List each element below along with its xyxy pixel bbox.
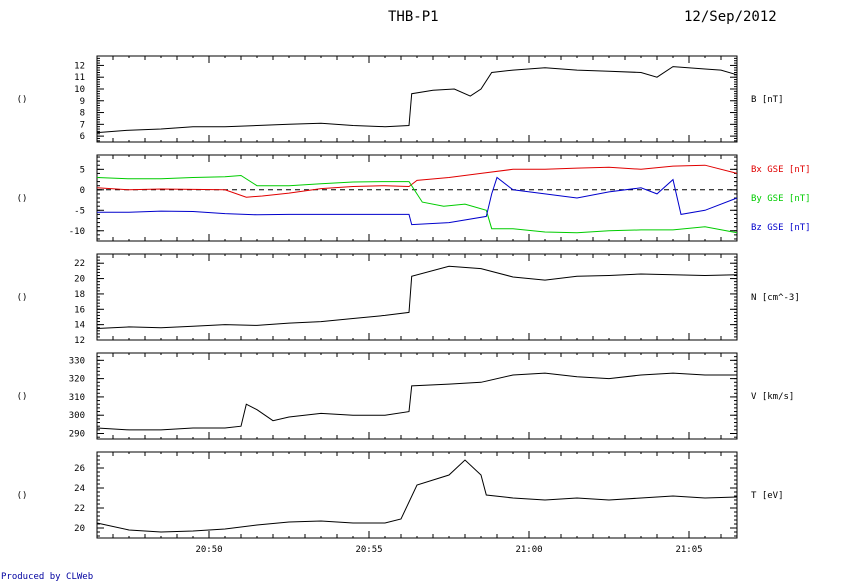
ytick-label: -10 <box>69 227 85 237</box>
series-label: T [eV] <box>751 491 784 501</box>
ytick-label: 300 <box>69 411 85 421</box>
panel-left-label: () <box>17 491 28 501</box>
xtick-label: 20:50 <box>195 545 222 555</box>
ytick-label: 7 <box>80 120 85 130</box>
panel-left-label: () <box>17 95 28 105</box>
panel-left-label: () <box>17 293 28 303</box>
ytick-label: 16 <box>74 305 85 315</box>
ytick-label: 12 <box>74 61 85 71</box>
series-label: N [cm^-3] <box>751 293 800 303</box>
panel-frame-N <box>96 253 738 341</box>
plot-title: THB-P1 <box>388 9 439 25</box>
ytick-label: 11 <box>74 73 85 83</box>
series-line-N-0 <box>96 265 738 329</box>
ytick-label: 14 <box>74 321 85 331</box>
ytick-label: 18 <box>74 290 85 300</box>
series-label: V [km/s] <box>751 392 794 402</box>
panel-frame-V <box>96 352 738 440</box>
series-label: By GSE [nT] <box>751 194 811 204</box>
ytick-label: 8 <box>80 109 85 119</box>
xtick-label: 21:00 <box>515 545 542 555</box>
ytick-label: 24 <box>74 484 85 494</box>
ytick-label: 310 <box>69 393 85 403</box>
ytick-label: 6 <box>80 132 85 142</box>
xtick-label: 20:55 <box>355 545 382 555</box>
panel-frame-B <box>96 55 738 143</box>
ytick-label: 320 <box>69 375 85 385</box>
series-line-V-0 <box>96 372 737 431</box>
ytick-label: 5 <box>80 165 85 175</box>
panel-left-label: () <box>17 392 28 402</box>
series-label: Bz GSE [nT] <box>751 223 811 233</box>
ytick-label: 0 <box>80 186 85 196</box>
ytick-label: 22 <box>74 259 85 269</box>
series-line-B-0 <box>96 66 738 134</box>
ytick-label: 10 <box>74 85 85 95</box>
series-line-T-0 <box>96 459 738 533</box>
series-label: B [nT] <box>751 95 784 105</box>
ytick-label: 20 <box>74 275 85 285</box>
ytick-label: 12 <box>74 336 85 346</box>
panel-frame-T <box>96 451 738 539</box>
ytick-label: -5 <box>74 206 85 216</box>
xtick-label: 21:05 <box>675 545 702 555</box>
plot-date: 12/Sep/2012 <box>684 9 777 25</box>
panel-left-label: () <box>17 194 28 204</box>
series-line-B_GSE-0 <box>96 164 738 198</box>
ytick-label: 26 <box>74 464 85 474</box>
ytick-label: 22 <box>74 504 85 514</box>
series-label: Bx GSE [nT] <box>751 165 811 175</box>
ytick-label: 9 <box>80 97 85 107</box>
footer-credit: Produced by CLWeb <box>1 572 94 582</box>
ytick-label: 290 <box>69 430 85 440</box>
ytick-label: 330 <box>69 356 85 366</box>
ytick-label: 20 <box>74 524 85 534</box>
series-line-B_GSE-1 <box>96 174 738 234</box>
series-line-B_GSE-2 <box>97 176 738 226</box>
panel-frame-B_GSE <box>96 154 738 242</box>
